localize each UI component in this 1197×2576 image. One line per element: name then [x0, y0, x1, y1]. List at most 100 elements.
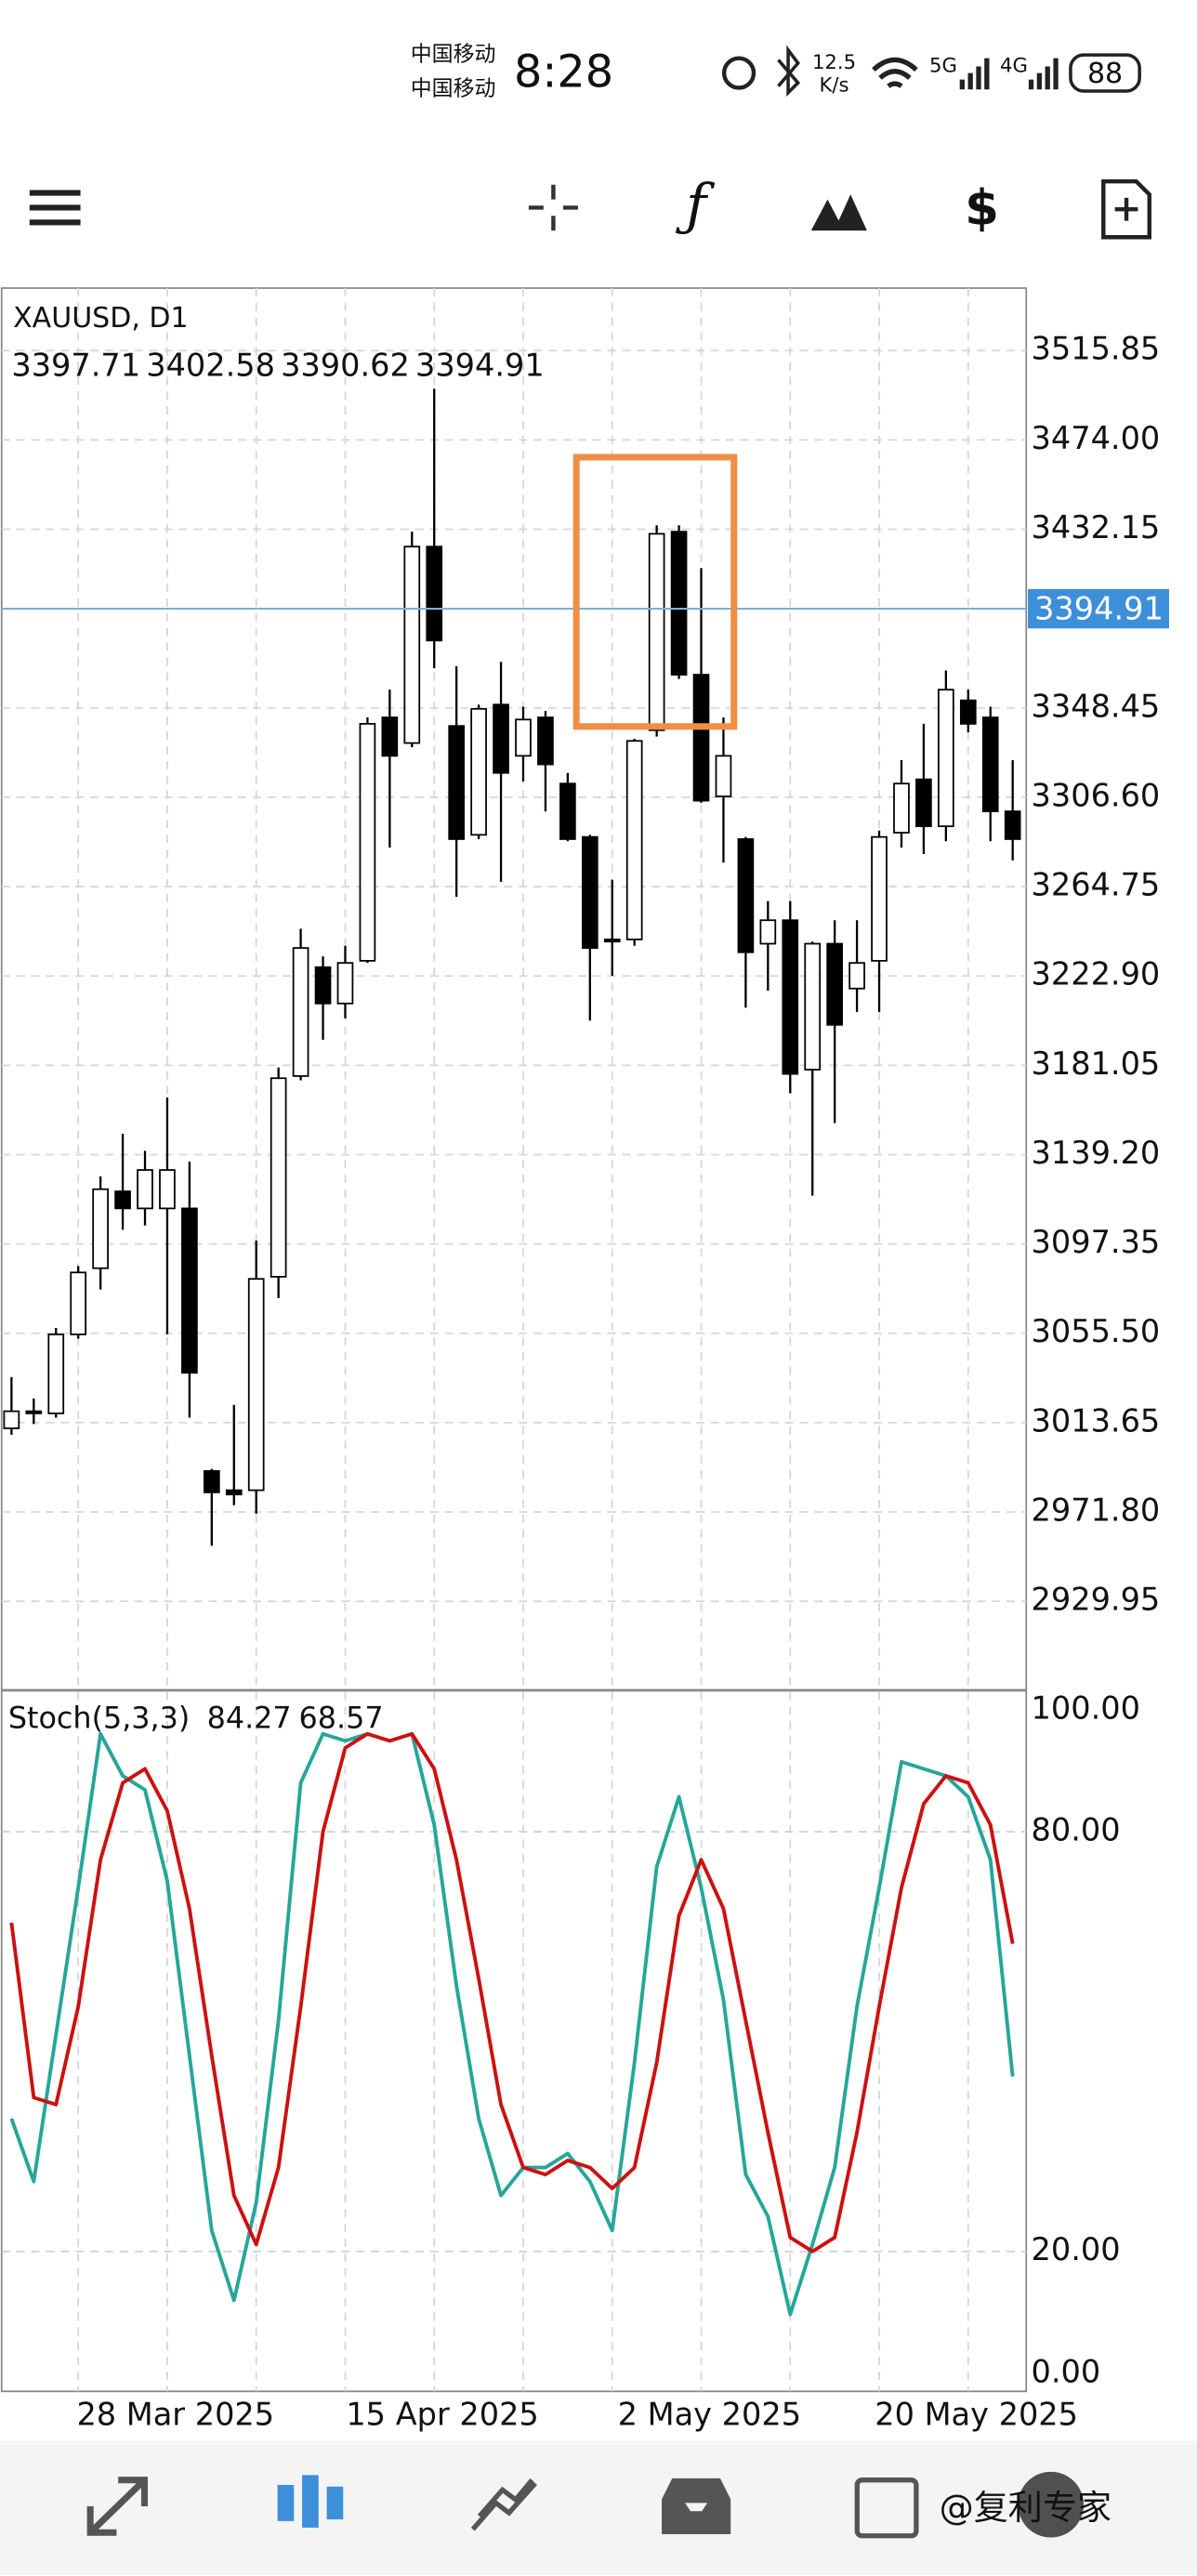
candle-body [1004, 810, 1021, 840]
indicator-title: Stoch(5,3,3) [8, 1702, 190, 1736]
tab-icon [302, 2475, 319, 2528]
candle-body [581, 835, 598, 949]
y-tick-label: 2971.80 [1032, 1492, 1161, 1529]
candle-body [314, 966, 332, 1005]
candle-body [92, 1188, 109, 1269]
x-tick-label: 2 May 2025 [618, 2396, 801, 2432]
candle-body [70, 1271, 87, 1335]
candle-body [336, 962, 354, 1005]
candle-body [359, 723, 376, 962]
wifi-icon [872, 57, 918, 88]
candle-body [493, 703, 509, 774]
battery-icon [1069, 53, 1141, 93]
candle-body [670, 531, 688, 676]
candle-body [181, 1207, 198, 1374]
candle-body [47, 1334, 65, 1414]
candle-body [759, 919, 777, 945]
trade-tab[interactable] [470, 2478, 537, 2531]
candle-body [470, 707, 487, 836]
y-tick-label: 20.00 [1032, 2231, 1121, 2267]
indicator-line [9, 1731, 1015, 2254]
highlight-box [572, 453, 738, 730]
symbol-button[interactable]: $ [965, 180, 999, 237]
candle-body [114, 1190, 131, 1210]
chart-tab[interactable] [277, 2475, 344, 2528]
x-tick-label: 20 May 2025 [875, 2396, 1078, 2432]
candle-body [737, 838, 755, 953]
candle-body [159, 1169, 176, 1210]
y-tick-label: 3139.20 [1032, 1135, 1161, 1171]
candle-body [559, 782, 576, 840]
y-tick-label: 3181.05 [1032, 1045, 1161, 1082]
candle-body [625, 740, 643, 940]
candle-body [25, 1410, 43, 1414]
network: 4G [1000, 53, 1028, 76]
bluetooth-icon [777, 45, 801, 98]
y-tick-label: 3515.85 [1032, 331, 1161, 367]
candle-body [782, 919, 799, 1075]
watermark-logo [1018, 2471, 1085, 2538]
plot [1, 388, 1027, 2317]
objects-button[interactable] [810, 194, 867, 231]
candle-body [938, 689, 954, 828]
ohlc-open: 3397.71 [11, 347, 140, 383]
tab-icon [277, 2485, 295, 2521]
candle-body [515, 718, 532, 757]
menu-button[interactable] [29, 190, 81, 226]
y-tick-label: 3013.65 [1032, 1402, 1161, 1439]
y-tick-label: 3264.75 [1032, 867, 1161, 903]
y-tick-label: 3474.00 [1032, 420, 1161, 456]
y-tick-label: 3348.45 [1032, 688, 1161, 724]
history-tab[interactable] [662, 2477, 731, 2535]
x-tick-label: 28 Mar 2025 [76, 2396, 274, 2432]
candle-body [137, 1169, 153, 1210]
candle-body [826, 942, 843, 1026]
indicator-value: 84.27 [207, 1702, 292, 1736]
candle-body [915, 778, 932, 828]
clock: 8:28 [514, 46, 613, 98]
candle-body [848, 962, 865, 990]
chart-title: XAUUSD, D1 [13, 302, 189, 335]
candle-body [247, 1278, 265, 1492]
candle-body [203, 1470, 220, 1493]
candle-body [426, 545, 443, 642]
ohlc-close: 3394.91 [415, 347, 545, 383]
candle-body [804, 942, 822, 1071]
news-tab[interactable] [854, 2477, 919, 2539]
candle-body [692, 674, 710, 802]
candle-body [381, 716, 399, 757]
y-tick-label: 3306.60 [1032, 777, 1161, 813]
new-order-button[interactable] [1101, 178, 1151, 240]
indicator-value: 68.57 [299, 1702, 384, 1736]
signal-icon [1028, 58, 1059, 90]
current-price-label: 3394.91 [1034, 590, 1164, 626]
y-tick-label: 3055.50 [1032, 1313, 1161, 1349]
quotes-tab[interactable] [86, 2477, 149, 2536]
watermark: @复利专家 [940, 2488, 1112, 2528]
ohlc-high: 3402.58 [146, 347, 275, 383]
indicator-line [9, 1731, 1015, 2317]
chart-frame [0, 287, 1028, 2393]
y-tick-label: 100.00 [1032, 1690, 1140, 1727]
carrier: 中国移动 [411, 77, 496, 101]
current-price-tag [1028, 588, 1169, 629]
net-speed: 12.5 [812, 50, 856, 73]
candle-body [603, 939, 621, 943]
crosshair-button[interactable] [528, 184, 578, 231]
candle-body [448, 725, 466, 840]
y-tick-label: 3097.35 [1032, 1224, 1161, 1260]
candle-body [3, 1410, 20, 1429]
x-tick-label: 15 Apr 2025 [346, 2396, 538, 2432]
candle-body [981, 716, 999, 812]
battery-level: 88 [1087, 58, 1123, 90]
y-tick-label: 3432.15 [1032, 509, 1161, 545]
candle-body [270, 1077, 287, 1278]
network: 5G [929, 53, 957, 76]
candle-body [225, 1489, 243, 1496]
carrier: 中国移动 [411, 43, 496, 67]
y-tick-label: 0.00 [1032, 2353, 1101, 2389]
y-tick-label: 80.00 [1032, 1812, 1121, 1848]
